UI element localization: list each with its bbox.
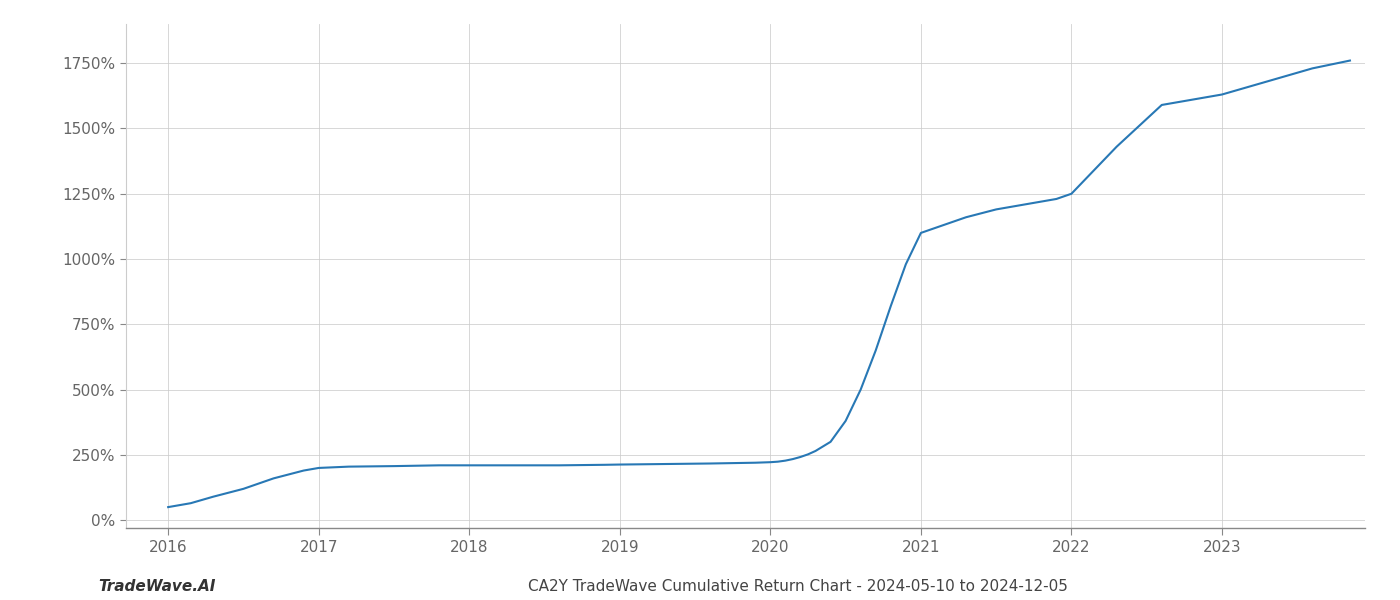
Text: TradeWave.AI: TradeWave.AI bbox=[98, 579, 216, 594]
Text: CA2Y TradeWave Cumulative Return Chart - 2024-05-10 to 2024-12-05: CA2Y TradeWave Cumulative Return Chart -… bbox=[528, 579, 1068, 594]
